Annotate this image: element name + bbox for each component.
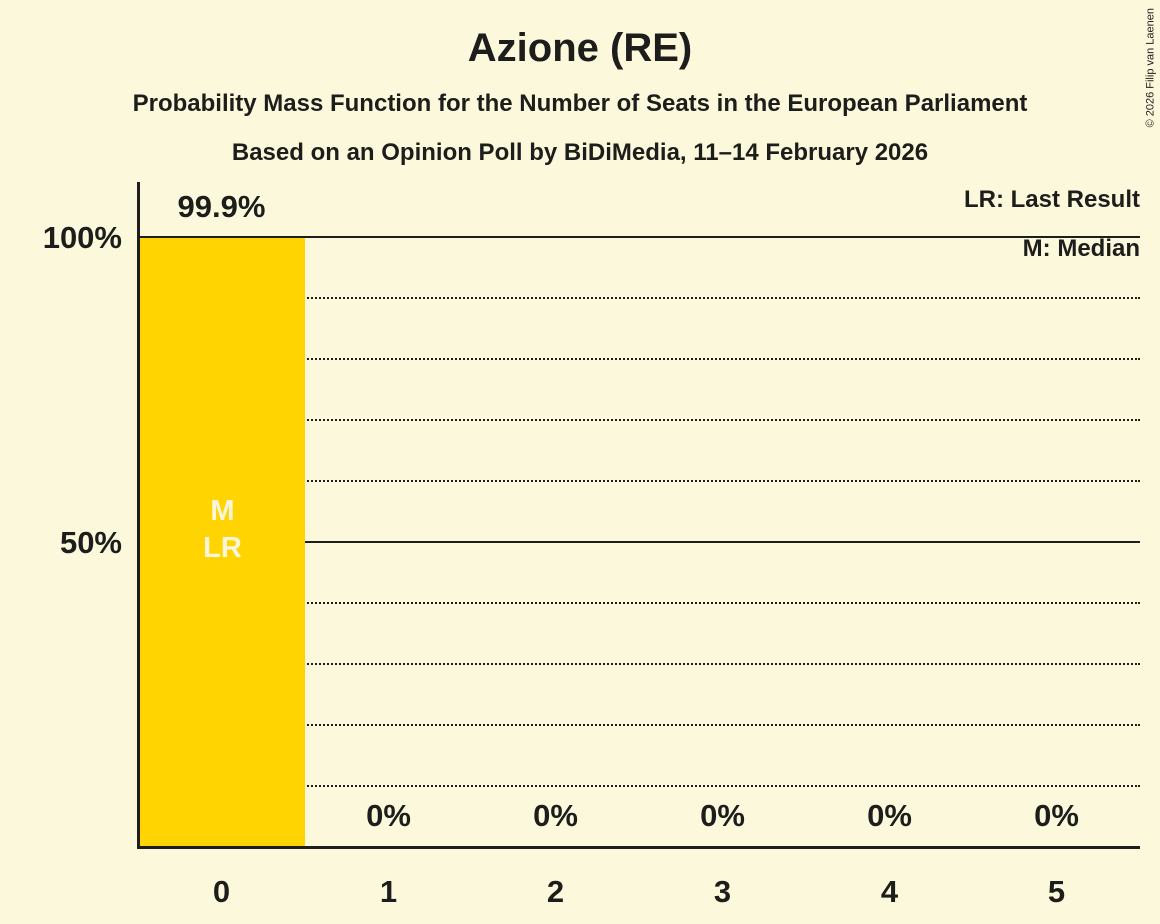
legend-median: M: Median: [1022, 235, 1140, 262]
x-axis-tick-5: 5: [1047, 874, 1066, 909]
gridline-30: [140, 663, 1140, 665]
copyright-text: © 2026 Filip van Laenen: [1144, 8, 1156, 128]
page-title: Azione (RE): [467, 26, 693, 70]
subtitle-pmf: Probability Mass Function for the Number…: [132, 90, 1028, 117]
x-axis-tick-0: 0: [212, 874, 231, 909]
gridline-20: [140, 724, 1140, 726]
x-axis-line: [137, 846, 1140, 849]
bar-value-label-3: 0%: [700, 798, 745, 833]
y-axis-label-50: 50%: [59, 525, 122, 560]
gridline-80: [140, 358, 1140, 360]
x-axis-tick-2: 2: [546, 874, 565, 909]
x-axis-tick-1: 1: [379, 874, 398, 909]
gridline-60: [140, 480, 1140, 482]
gridline-100: [140, 236, 1140, 238]
bar-value-label-0: 99.9%: [177, 189, 266, 224]
bar-value-label-5: 0%: [1034, 798, 1079, 833]
x-axis-tick-3: 3: [713, 874, 732, 909]
legend-last-result: LR: Last Result: [963, 186, 1140, 213]
y-axis-line: [137, 182, 140, 849]
gridline-50: [140, 541, 1140, 543]
pmf-bar-0-seats: [140, 237, 305, 847]
y-axis-label-100: 100%: [42, 220, 122, 255]
bar-median-lastresult-markers: M LR: [140, 493, 305, 567]
gridline-90: [140, 297, 1140, 299]
gridline-70: [140, 419, 1140, 421]
gridline-40: [140, 602, 1140, 604]
x-axis-tick-4: 4: [880, 874, 899, 909]
last-result-marker: LR: [203, 532, 242, 564]
median-marker: M: [210, 495, 235, 527]
gridline-10: [140, 785, 1140, 787]
bar-value-label-4: 0%: [867, 798, 912, 833]
bar-value-label-2: 0%: [533, 798, 578, 833]
subtitle-poll-source: Based on an Opinion Poll by BiDiMedia, 1…: [231, 139, 929, 166]
bar-value-label-1: 0%: [366, 798, 411, 833]
